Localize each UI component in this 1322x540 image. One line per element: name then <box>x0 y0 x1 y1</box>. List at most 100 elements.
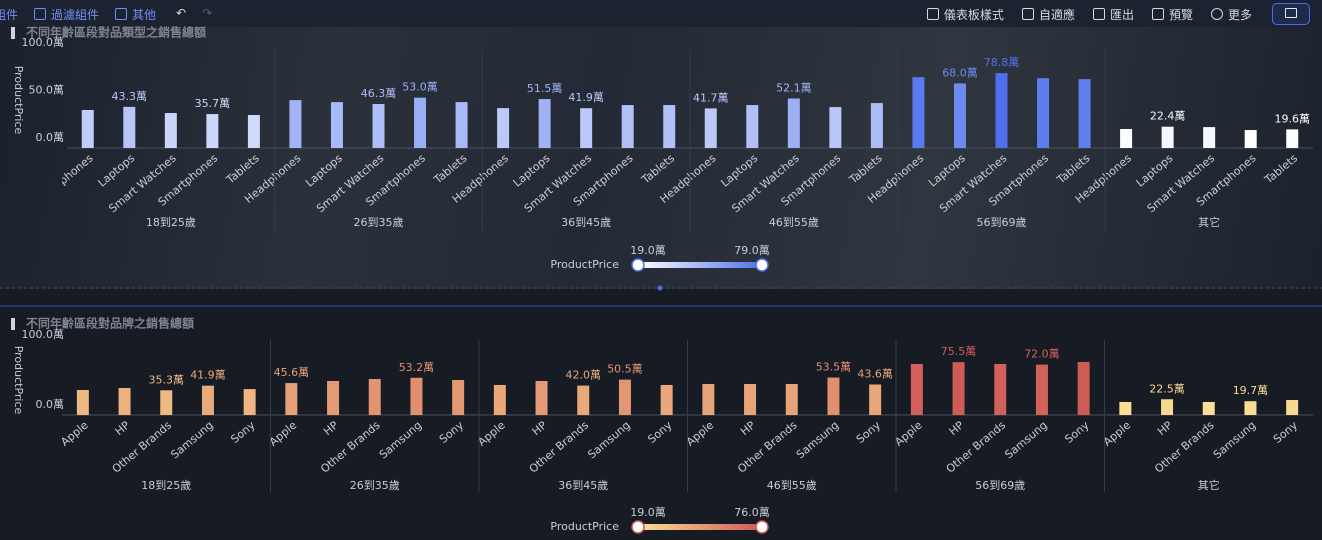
group-label: 26到35歲 <box>354 215 404 229</box>
bar <box>1286 400 1299 415</box>
bar <box>535 380 548 415</box>
group-label: 36到45歲 <box>558 478 608 492</box>
bar <box>1120 129 1133 148</box>
toolbar-button[interactable]: 組件 <box>0 8 19 22</box>
toolbar-right: 儀表板樣式 自適應 匯出 預覽 更多 <box>909 6 1252 23</box>
x-tick-label: Sony <box>645 418 675 446</box>
bar <box>702 383 715 415</box>
title-marker <box>11 27 15 39</box>
bar <box>660 384 673 415</box>
slider-handle-max[interactable] <box>755 258 769 272</box>
bar <box>1119 401 1132 415</box>
toolbar-button[interactable]: 其他 <box>115 6 156 23</box>
bar <box>201 385 214 415</box>
x-tick-label: Apple <box>475 418 508 448</box>
value-label: 45.6萬 <box>274 366 310 379</box>
value-label: 52.1萬 <box>776 82 812 95</box>
bar <box>123 106 136 148</box>
bar <box>1035 364 1048 415</box>
y-tick-label: 0.0萬 <box>36 131 65 144</box>
slider-max-label: 76.0萬 <box>734 506 770 519</box>
redo-button[interactable]: ↷ <box>202 6 213 20</box>
bar <box>368 379 381 415</box>
group-label: 其它 <box>1198 478 1220 492</box>
bar <box>330 102 343 148</box>
toolbar-button[interactable]: 匯出 <box>1092 6 1134 23</box>
bar <box>829 107 842 148</box>
toolbar-button[interactable]: 自適應 <box>1021 6 1075 23</box>
bar <box>580 108 593 148</box>
bar <box>247 115 260 148</box>
slider-handle-max[interactable] <box>755 520 769 534</box>
value-label: 43.3萬 <box>112 90 148 103</box>
x-tick-label: Sony <box>437 418 467 446</box>
resize-handle[interactable] <box>657 285 663 291</box>
y-tick-label: 100.0萬 <box>22 328 65 341</box>
value-label: 50.5萬 <box>607 363 643 376</box>
x-tick-label: HP <box>321 418 341 438</box>
group-label: 56到69歲 <box>975 478 1025 492</box>
screen-button[interactable] <box>1272 3 1310 25</box>
bar <box>1077 362 1090 415</box>
y-axis-label: ProductPrice <box>12 346 25 415</box>
x-tick-label: Apple <box>1101 418 1134 448</box>
bar <box>493 384 506 415</box>
bar <box>1203 127 1216 148</box>
x-tick-label: Sony <box>228 418 258 446</box>
title-marker <box>11 318 15 330</box>
bar <box>1244 401 1257 415</box>
x-tick-label: Samsung <box>1211 419 1259 462</box>
toolbar-label: 匯出 <box>1109 8 1134 22</box>
toolbar-button[interactable]: 過濾組件 <box>34 6 99 23</box>
value-label: 75.5萬 <box>941 345 977 358</box>
slider-handle-min[interactable] <box>631 258 645 272</box>
x-tick-label: Tablets <box>223 151 262 187</box>
value-label: 43.6萬 <box>857 367 893 380</box>
slider-handle-min[interactable] <box>631 520 645 534</box>
toolbar-label: 更多 <box>1227 8 1252 22</box>
x-tick-label: Apple <box>58 418 91 448</box>
bar <box>414 97 427 148</box>
bar <box>164 113 177 148</box>
toolbar-button[interactable]: 儀表板樣式 <box>926 6 1004 23</box>
bar <box>870 103 883 148</box>
bar <box>746 105 759 148</box>
y-tick-label: 100.0萬 <box>22 36 65 49</box>
value-label: 53.2萬 <box>399 361 435 374</box>
x-tick-label: HP <box>530 418 550 438</box>
value-label: 46.3萬 <box>361 87 397 100</box>
bar <box>869 384 882 415</box>
toolbar-label: 自適應 <box>1038 8 1075 22</box>
value-label: 35.7萬 <box>195 97 231 110</box>
bar <box>663 105 676 148</box>
y-axis-label: ProductPrice <box>12 66 25 135</box>
bar <box>243 389 256 415</box>
bar <box>785 383 798 415</box>
toolbar-button[interactable]: 預覽 <box>1151 6 1193 23</box>
bar <box>76 390 89 415</box>
chart-title: 不同年齡區段對品牌之銷售總額 <box>26 316 194 331</box>
bar <box>160 390 173 415</box>
bar <box>912 77 925 148</box>
slider-min-label: 19.0萬 <box>630 244 666 257</box>
slider-track <box>638 262 762 268</box>
x-tick-label: Samsung <box>168 419 216 462</box>
bar <box>289 100 302 148</box>
bar <box>952 362 965 415</box>
bar <box>1202 401 1215 415</box>
bar <box>452 380 465 415</box>
toolbar-label: 過濾組件 <box>51 8 100 22</box>
slider-track <box>638 524 762 530</box>
undo-button[interactable]: ↶ <box>176 6 187 20</box>
x-tick-label: Tablets <box>1054 151 1093 187</box>
x-tick-label: Samsung <box>377 419 425 462</box>
x-tick-label: Sony <box>1062 418 1092 446</box>
value-label: 42.0萬 <box>566 369 602 382</box>
toolbar: 組件 過濾組件 其他 ↶ ↷ 儀表板樣式 自適應 匯出 預覽 更多 <box>0 0 1322 27</box>
group-label: 18到25歲 <box>141 478 191 492</box>
toolbar-button[interactable]: 更多 <box>1210 6 1252 23</box>
x-tick-label: Tablets <box>846 151 885 187</box>
bar <box>827 377 840 415</box>
